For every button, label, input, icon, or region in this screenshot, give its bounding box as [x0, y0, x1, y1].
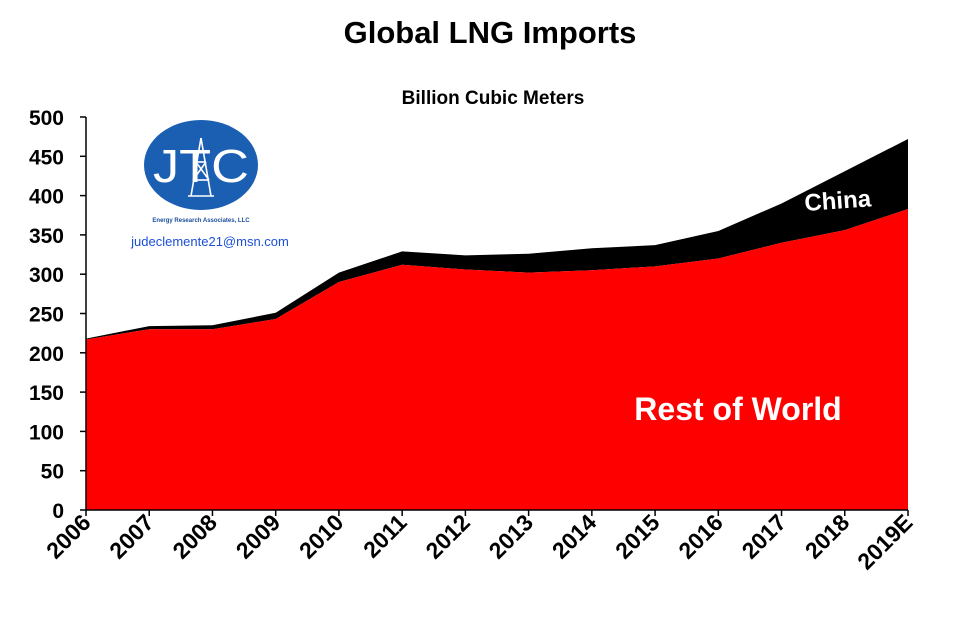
- x-tick-label: 2019E: [852, 509, 917, 574]
- y-tick-label: 450: [29, 146, 64, 169]
- oil-derrick-icon: [188, 137, 214, 197]
- x-tick-label: 2015: [610, 509, 665, 564]
- x-tick-label: 2007: [104, 509, 159, 564]
- x-tick-label: 2006: [41, 509, 96, 564]
- area-rest-of-world: [86, 208, 908, 510]
- x-tick-label: 2016: [673, 509, 728, 564]
- y-tick-label: 100: [29, 421, 64, 444]
- chart-subtitle: Billion Cubic Meters: [402, 88, 585, 109]
- y-tick-label: 350: [29, 225, 64, 248]
- chart-title: Global LNG Imports: [344, 15, 637, 50]
- x-tick-label: 2018: [800, 509, 855, 564]
- jtc-logo: JTC Energy Research Associates, LLC jude…: [130, 120, 289, 249]
- x-tick-label: 2011: [358, 509, 412, 563]
- logo-email: judeclemente21@msn.com: [130, 234, 289, 249]
- y-tick-label: 50: [41, 461, 64, 484]
- x-tick-label: 2012: [420, 509, 475, 564]
- logo-letters: JTC: [153, 140, 249, 192]
- x-tick-label: 2014: [547, 509, 602, 564]
- x-axis-ticks: 2006 2007 2008 2009 2010 2011 2012 2013 2014 2015…: [41, 509, 918, 575]
- series-label-china: China: [804, 185, 873, 217]
- x-tick-label: 2008: [167, 509, 222, 564]
- series-label-rest-of-world: Rest of World: [634, 391, 841, 427]
- x-tick-label: 2013: [484, 509, 539, 564]
- y-axis-ticks: 0 50 100 150 200 250 300 350 400 450 500: [29, 107, 86, 523]
- x-tick-label: 2010: [294, 509, 349, 564]
- area-china: [86, 139, 908, 340]
- logo-company: Energy Research Associates, LLC: [152, 218, 250, 224]
- logo-circle: [144, 120, 258, 210]
- x-tick-label: 2017: [737, 509, 792, 564]
- y-tick-label: 0: [52, 500, 64, 523]
- y-tick-label: 200: [29, 343, 64, 366]
- y-tick-label: 500: [29, 107, 64, 130]
- x-tick-label: 2009: [231, 509, 286, 564]
- y-tick-label: 400: [29, 186, 64, 209]
- y-tick-label: 300: [29, 264, 64, 287]
- y-tick-label: 250: [29, 304, 64, 327]
- y-tick-label: 150: [29, 382, 64, 405]
- series-areas: [86, 139, 908, 510]
